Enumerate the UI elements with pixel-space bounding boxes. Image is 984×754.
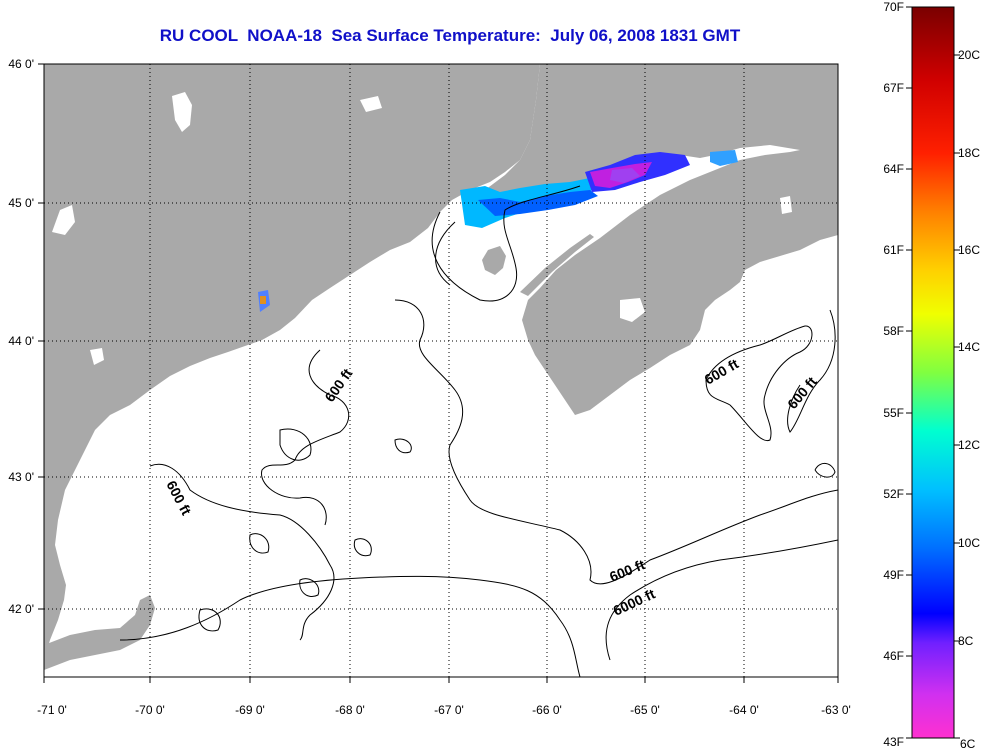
- lon-label: -65 0': [630, 703, 660, 717]
- lon-label: -70 0': [135, 703, 165, 717]
- colorbar-c-label: 8C: [958, 634, 974, 648]
- axis-ticks: [38, 63, 839, 683]
- lat-label: 45 0': [8, 196, 34, 210]
- lat-label: 42 0': [8, 602, 34, 616]
- land-cape-cod: [44, 595, 155, 670]
- colorbar-gradient: [911, 6, 955, 739]
- lon-label: -66 0': [532, 703, 562, 717]
- colorbar-f-label: 70F: [883, 0, 904, 14]
- colorbar-f-label: 55F: [883, 406, 904, 420]
- colorbar-f-label: 43F: [883, 735, 904, 749]
- lon-label: -67 0': [434, 703, 464, 717]
- lat-label: 44 0': [8, 334, 34, 348]
- land-new-brunswick: [470, 64, 838, 415]
- colorbar-c-label: 6C: [960, 737, 976, 751]
- lon-label: -68 0': [335, 703, 365, 717]
- map-title: RU COOL NOAA-18 Sea Surface Temperature:…: [159, 26, 741, 45]
- colorbar-c-label: 18C: [958, 146, 980, 160]
- colorbar-f-label: 58F: [883, 324, 904, 338]
- map-grid: [44, 64, 838, 677]
- land-digby-neck: [520, 234, 594, 296]
- colorbar-c-label: 16C: [958, 243, 980, 257]
- latitude-labels: 46 0' 45 0' 44 0' 43 0' 42 0': [8, 57, 34, 616]
- lon-label: -64 0': [729, 703, 759, 717]
- colorbar-f-label: 52F: [883, 487, 904, 501]
- lon-label: -69 0': [235, 703, 265, 717]
- land-new-england: [44, 64, 540, 660]
- colorbar-c-label: 12C: [958, 438, 980, 452]
- longitude-labels: -71 0' -70 0' -69 0' -68 0' -67 0' -66 0…: [37, 703, 851, 717]
- colorbar-c-label: 14C: [958, 340, 980, 354]
- colorbar-f-label: 61F: [883, 243, 904, 257]
- colorbar-c-label: 10C: [958, 536, 980, 550]
- lon-label: -71 0': [37, 703, 67, 717]
- colorbar-f-label: 64F: [883, 162, 904, 176]
- lat-label: 43 0': [8, 470, 34, 484]
- colorbar-c-label: 20C: [958, 48, 980, 62]
- colorbar: 70F 67F 64F 61F 58F 55F 52F 49F 46F 43F …: [883, 0, 980, 751]
- lat-label: 46 0': [8, 57, 34, 71]
- colorbar-f-label: 67F: [883, 81, 904, 95]
- colorbar-f-label: 49F: [883, 568, 904, 582]
- colorbar-f-label: 46F: [883, 649, 904, 663]
- bathymetry-contours: [119, 185, 838, 677]
- land-grand-manan: [482, 246, 506, 275]
- lon-label: -63 0': [821, 703, 851, 717]
